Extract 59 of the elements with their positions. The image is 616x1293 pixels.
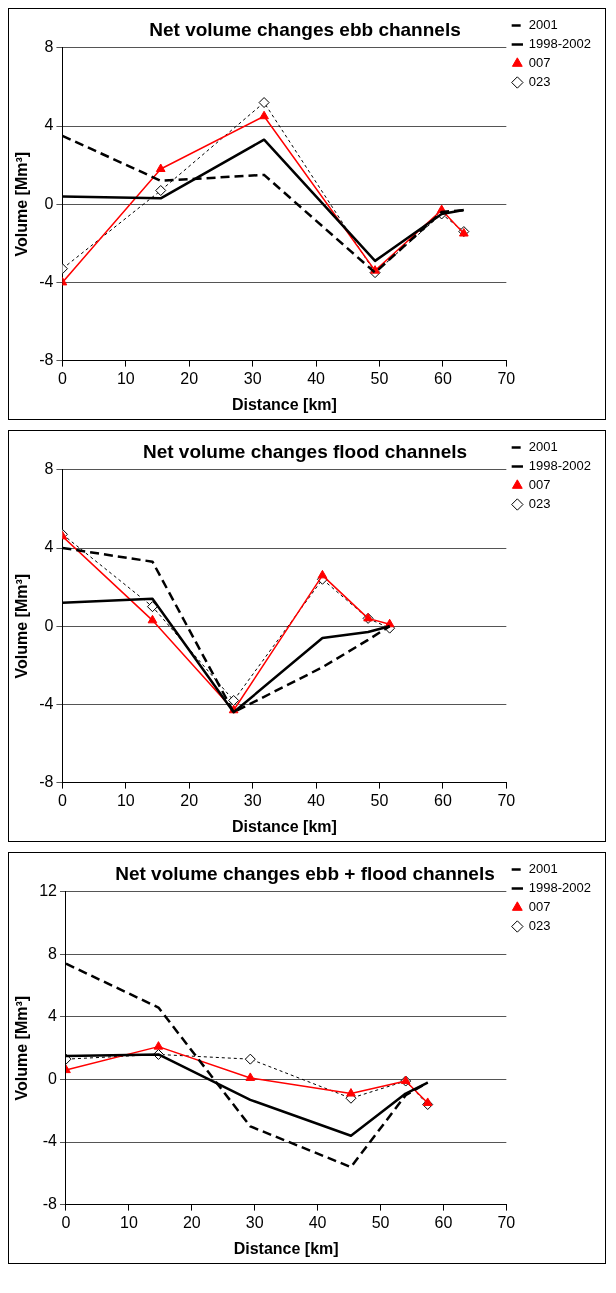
x-tick-label: 10 — [116, 791, 135, 809]
x-tick-label: 60 — [434, 791, 452, 809]
x-tick-label: 40 — [308, 1213, 327, 1231]
chart-title: Net volume changes flood channels — [142, 440, 468, 462]
legend-label: 2001 — [528, 17, 558, 33]
y-tick-label: 0 — [44, 616, 54, 634]
legend-label: 2001 — [528, 861, 558, 877]
x-tick-label: 0 — [61, 1213, 71, 1231]
legend-label: 023 — [528, 496, 551, 512]
chart-title: Net volume changes ebb + flood channels — [115, 862, 495, 884]
y-tick-label: -8 — [42, 1195, 58, 1213]
x-axis-title: Distance [km] — [233, 1239, 339, 1257]
y-tick-label: 0 — [44, 194, 54, 212]
y-tick-label: 0 — [48, 1069, 58, 1087]
x-tick-label: 70 — [497, 791, 516, 809]
x-axis-title: Distance [km] — [231, 817, 337, 835]
x-tick-label: 70 — [497, 369, 516, 387]
y-axis-title: Volume [Mm³] — [13, 151, 31, 257]
x-tick-label: 30 — [245, 1213, 264, 1231]
y-tick-label: 8 — [44, 460, 54, 478]
chart-title: Net volume changes ebb channels — [149, 18, 461, 40]
x-tick-label: 20 — [180, 791, 199, 809]
legend-label: 023 — [528, 918, 551, 934]
x-tick-label: 40 — [307, 369, 326, 387]
x-tick-label: 50 — [370, 369, 389, 387]
x-axis-title: Distance [km] — [231, 395, 337, 413]
y-axis-title: Volume [Mm³] — [13, 995, 31, 1101]
y-tick-label: 4 — [44, 538, 54, 556]
x-tick-label: 60 — [434, 1213, 453, 1231]
legend-label: 1998-2002 — [528, 36, 591, 52]
x-tick-label: 20 — [182, 1213, 201, 1231]
x-tick-label: 70 — [497, 1213, 516, 1231]
y-tick-label: 4 — [44, 116, 54, 134]
y-tick-label: 4 — [48, 1007, 58, 1025]
y-tick-label: -8 — [39, 351, 54, 369]
x-tick-label: 30 — [243, 369, 262, 387]
x-tick-label: 50 — [370, 791, 389, 809]
x-tick-label: 20 — [180, 369, 199, 387]
legend-label: 007 — [528, 899, 551, 915]
x-tick-label: 60 — [434, 369, 452, 387]
x-tick-label: 50 — [371, 1213, 390, 1231]
y-tick-label: 8 — [44, 38, 54, 56]
y-tick-label: -4 — [42, 1132, 58, 1150]
legend-label: 007 — [528, 55, 551, 71]
legend-label: 1998-2002 — [528, 458, 591, 474]
legend-label: 007 — [528, 477, 551, 493]
legend-label: 1998-2002 — [528, 880, 591, 896]
x-tick-label: 30 — [243, 791, 262, 809]
y-tick-label: -4 — [39, 272, 54, 290]
y-tick-label: 8 — [48, 944, 58, 962]
y-axis-title: Volume [Mm³] — [13, 573, 31, 679]
y-tick-label: 12 — [39, 882, 58, 900]
y-tick-label: -8 — [39, 773, 54, 791]
legend-label: 2001 — [528, 439, 558, 455]
legend-label: 023 — [528, 74, 551, 90]
x-tick-label: 10 — [116, 369, 135, 387]
y-tick-label: -4 — [39, 694, 54, 712]
x-tick-label: 10 — [120, 1213, 138, 1231]
x-tick-label: 40 — [307, 791, 326, 809]
